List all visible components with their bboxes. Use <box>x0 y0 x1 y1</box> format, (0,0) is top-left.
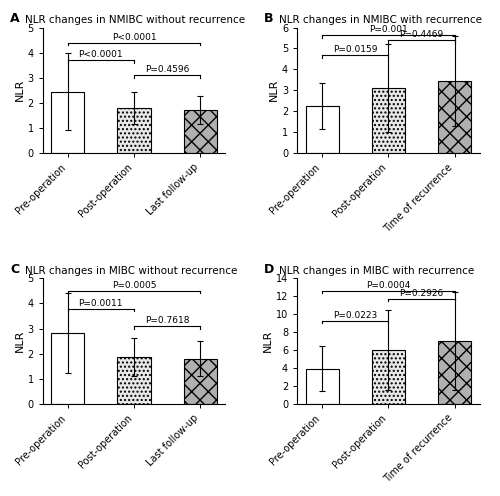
Text: NLR changes in MIBC with recurrence: NLR changes in MIBC with recurrence <box>279 266 474 276</box>
Bar <box>118 357 150 404</box>
Bar <box>51 92 84 153</box>
Text: A: A <box>10 12 20 25</box>
Text: P<0.0001: P<0.0001 <box>112 33 156 42</box>
Text: NLR changes in NMIBC without recurrence: NLR changes in NMIBC without recurrence <box>24 15 244 25</box>
Text: P=0.0005: P=0.0005 <box>112 281 156 290</box>
Text: P=0.0011: P=0.0011 <box>78 299 123 308</box>
Text: P<0.0001: P<0.0001 <box>78 51 123 60</box>
Text: NLR changes in MIBC without recurrence: NLR changes in MIBC without recurrence <box>24 266 237 276</box>
Y-axis label: NLR: NLR <box>15 79 25 102</box>
Text: P=0.4596: P=0.4596 <box>145 65 190 74</box>
Bar <box>51 333 84 404</box>
Y-axis label: NLR: NLR <box>269 79 279 102</box>
Bar <box>306 369 338 404</box>
Bar <box>438 81 472 153</box>
Text: P=0.0004: P=0.0004 <box>366 281 410 290</box>
Text: P=0.0159: P=0.0159 <box>333 46 378 55</box>
Bar <box>438 341 472 404</box>
Bar <box>372 350 405 404</box>
Text: P=0.2926: P=0.2926 <box>400 289 444 298</box>
Y-axis label: NLR: NLR <box>15 330 25 352</box>
Text: NLR changes in NMIBC with recurrence: NLR changes in NMIBC with recurrence <box>279 15 482 25</box>
Text: C: C <box>10 263 19 276</box>
Bar <box>184 359 217 404</box>
Bar <box>306 106 338 153</box>
Text: P=0.0223: P=0.0223 <box>333 311 378 320</box>
Bar <box>118 108 150 153</box>
Bar <box>372 88 405 153</box>
Y-axis label: NLR: NLR <box>263 330 273 352</box>
Text: P=0.001: P=0.001 <box>369 25 408 34</box>
Text: D: D <box>264 263 274 276</box>
Text: B: B <box>264 12 274 25</box>
Text: P=0.4469: P=0.4469 <box>400 30 444 39</box>
Text: P=0.7618: P=0.7618 <box>145 316 190 325</box>
Bar <box>184 110 217 153</box>
